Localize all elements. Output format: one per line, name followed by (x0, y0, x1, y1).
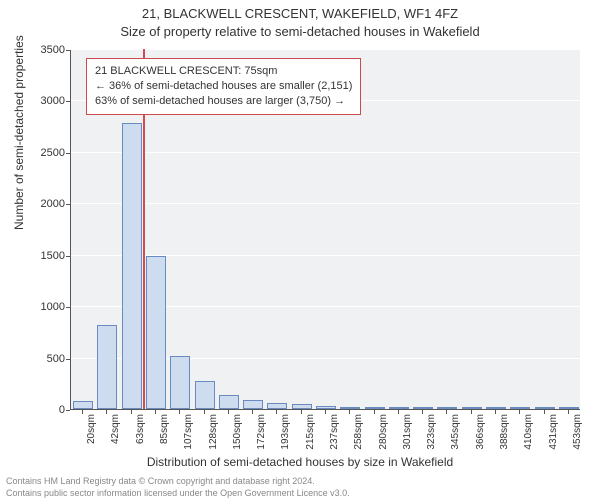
histogram-bar (316, 406, 336, 409)
y-tick-mark (66, 50, 70, 51)
y-tick-mark (66, 256, 70, 257)
histogram-bar (365, 407, 385, 409)
gridline (71, 49, 580, 50)
histogram-bar (267, 403, 287, 409)
histogram-bar (486, 407, 506, 409)
x-tick-mark (349, 410, 350, 414)
histogram-bar (146, 256, 166, 409)
y-tick-label: 1000 (5, 301, 65, 313)
histogram-bar (243, 400, 263, 409)
x-tick-mark (495, 410, 496, 414)
x-tick-mark (179, 410, 180, 414)
histogram-bar (219, 395, 239, 409)
histogram-bar (462, 407, 482, 409)
histogram-bar (535, 407, 555, 409)
chart-title-line1: 21, BLACKWELL CRESCENT, WAKEFIELD, WF1 4… (0, 6, 600, 21)
x-tick-mark (252, 410, 253, 414)
histogram-bar (510, 407, 530, 409)
y-tick-mark (66, 101, 70, 102)
x-tick-mark (398, 410, 399, 414)
x-tick-label: 128sqm (208, 414, 219, 464)
footer-line1: Contains HM Land Registry data © Crown c… (6, 476, 315, 486)
y-tick-mark (66, 359, 70, 360)
y-tick-label: 3500 (5, 44, 65, 56)
x-tick-label: 345sqm (450, 414, 461, 464)
histogram-bar (195, 381, 215, 409)
footer-line2: Contains public sector information licen… (6, 488, 350, 498)
x-tick-mark (82, 410, 83, 414)
x-tick-mark (276, 410, 277, 414)
y-tick-mark (66, 307, 70, 308)
histogram-bar (413, 407, 433, 409)
x-tick-mark (325, 410, 326, 414)
x-tick-label: 388sqm (499, 414, 510, 464)
chart-title-line2: Size of property relative to semi-detach… (0, 24, 600, 39)
annotation-line2: ← 36% of semi-detached houses are smalle… (95, 79, 352, 94)
x-tick-mark (519, 410, 520, 414)
x-tick-label: 107sqm (183, 414, 194, 464)
x-tick-label: 63sqm (135, 414, 146, 464)
x-tick-mark (568, 410, 569, 414)
histogram-bar (170, 356, 190, 409)
x-tick-label: 323sqm (426, 414, 437, 464)
x-tick-label: 258sqm (353, 414, 364, 464)
x-tick-mark (544, 410, 545, 414)
x-tick-mark (374, 410, 375, 414)
x-tick-label: 237sqm (329, 414, 340, 464)
gridline (71, 203, 580, 204)
histogram-bar (340, 407, 360, 409)
histogram-bar (389, 407, 409, 409)
x-tick-label: 150sqm (232, 414, 243, 464)
y-tick-label: 2000 (5, 198, 65, 210)
histogram-bar (292, 404, 312, 409)
gridline (71, 152, 580, 153)
x-tick-mark (228, 410, 229, 414)
x-tick-mark (422, 410, 423, 414)
x-tick-mark (106, 410, 107, 414)
x-tick-label: 410sqm (523, 414, 534, 464)
x-tick-mark (131, 410, 132, 414)
x-tick-mark (446, 410, 447, 414)
histogram-bar (437, 407, 457, 409)
x-tick-mark (301, 410, 302, 414)
x-tick-label: 42sqm (110, 414, 121, 464)
x-tick-mark (471, 410, 472, 414)
x-tick-label: 172sqm (256, 414, 267, 464)
x-tick-label: 431sqm (548, 414, 559, 464)
y-tick-label: 2500 (5, 147, 65, 159)
x-tick-mark (155, 410, 156, 414)
x-tick-label: 301sqm (402, 414, 413, 464)
y-tick-mark (66, 153, 70, 154)
x-tick-label: 453sqm (572, 414, 583, 464)
x-tick-label: 193sqm (280, 414, 291, 464)
annotation-line1: 21 BLACKWELL CRESCENT: 75sqm (95, 64, 352, 79)
x-tick-label: 85sqm (159, 414, 170, 464)
y-tick-mark (66, 410, 70, 411)
histogram-bar (97, 325, 117, 409)
histogram-bar (559, 407, 579, 409)
histogram-bar (122, 123, 142, 409)
annotation-line3: 63% of semi-detached houses are larger (… (95, 94, 352, 109)
y-tick-label: 500 (5, 353, 65, 365)
histogram-bar (73, 401, 93, 409)
y-tick-label: 3000 (5, 95, 65, 107)
annotation-box: 21 BLACKWELL CRESCENT: 75sqm ← 36% of se… (86, 58, 361, 115)
x-tick-mark (204, 410, 205, 414)
y-tick-label: 0 (5, 404, 65, 416)
y-tick-label: 1500 (5, 250, 65, 262)
y-tick-mark (66, 204, 70, 205)
x-tick-label: 215sqm (305, 414, 316, 464)
x-tick-label: 280sqm (378, 414, 389, 464)
x-tick-label: 20sqm (86, 414, 97, 464)
x-tick-label: 366sqm (475, 414, 486, 464)
